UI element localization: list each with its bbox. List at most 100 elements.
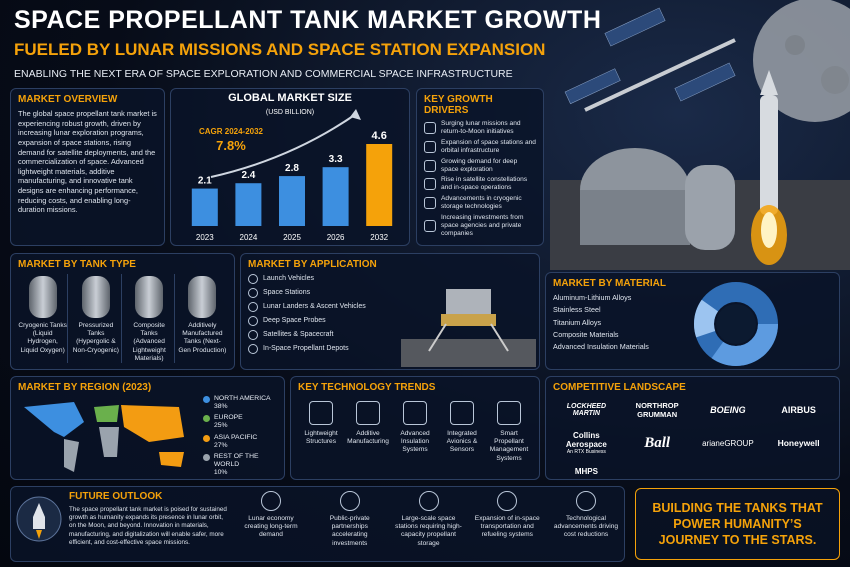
- driver-icon: [424, 178, 436, 191]
- company-note: An RTX Business: [566, 449, 606, 455]
- cagr-value: 7.8%: [216, 138, 246, 153]
- x-tick-label: 2024: [240, 233, 258, 242]
- space-scene: [550, 0, 850, 270]
- logo-grid: LOCKHEED MARTIN NORTHROP GRUMMAN BOEING AIR…: [553, 401, 832, 476]
- company-name: arianeGROUP: [702, 438, 754, 448]
- application-text: Deep Space Probes: [263, 317, 326, 325]
- region-text: NORTH AMERICA 38%: [214, 395, 271, 411]
- world-map: [24, 402, 184, 472]
- bar-chart: GLOBAL MARKET SIZE (USD BILLION) CAGR 20…: [191, 92, 393, 242]
- company-name: Honeywell: [777, 438, 820, 448]
- driver-icon: [424, 140, 436, 153]
- panel-title: KEY GROWTH DRIVERS: [424, 94, 493, 116]
- company-logo: BOEING: [695, 405, 762, 415]
- region-name: EUROPE: [214, 414, 243, 422]
- trend-arrow: [210, 113, 357, 178]
- panel-title: MARKET BY REGION (2023): [18, 382, 152, 393]
- region-item: NORTH AMERICA 38%: [203, 395, 284, 411]
- tank-image: [135, 276, 164, 318]
- tank-item: Pressurized Tanks (Hypergolic & Non-Cryo…: [71, 274, 122, 364]
- value-label: 2.8: [285, 163, 299, 174]
- region-name: NORTH AMERICA: [214, 395, 271, 402]
- outlook-icon: [261, 491, 281, 511]
- region-name: REST OF THE WORLD: [213, 452, 259, 469]
- outlook-text: Technological advancements driving cost …: [553, 515, 619, 539]
- lander-image: [401, 289, 536, 367]
- tech-list: Lightweight Structures Additive Manufactu…: [298, 397, 532, 463]
- drivers-panel: KEY GROWTH DRIVERS Surging lunar mission…: [416, 88, 544, 246]
- region-share: 38%: [214, 403, 228, 411]
- company-name: BOEING: [710, 405, 746, 415]
- region-panel: MARKET BY REGION (2023) NORTH AMERICA 38%…: [10, 376, 285, 480]
- application-icon: [248, 302, 258, 312]
- application-item: Launch Vehicles: [248, 274, 532, 284]
- chart-title: GLOBAL MARKET SIZE: [228, 92, 352, 104]
- region-text: EUROPE 25%: [214, 414, 243, 430]
- competitive-panel: COMPETITIVE LANDSCAPE LOCKHEED MARTIN NOR…: [545, 376, 840, 480]
- tech-icon: [403, 401, 427, 425]
- driver-item: Surging lunar missions and return-to-Moo…: [424, 120, 536, 136]
- panel-title: MARKET BY MATERIAL: [553, 278, 666, 289]
- region-text: REST OF THE WORLD 10%: [214, 453, 284, 477]
- application-list: Launch Vehicles Space Stations Lunar Lande…: [248, 274, 532, 354]
- outlook-icon: [576, 491, 596, 511]
- company-name: NORTHROP GRUMMAN: [635, 401, 679, 419]
- company-name: AIRBUS: [781, 405, 816, 415]
- company-logo: Honeywell: [765, 438, 832, 448]
- region-legend: NORTH AMERICA 38% EUROPE 25% ASIA PACIFIC 27%…: [203, 395, 284, 480]
- material-item: Advanced Insulation Materials: [553, 342, 649, 352]
- panel-title: FUTURE OUTLOOK: [69, 491, 163, 502]
- tank-image: [28, 276, 57, 318]
- material-panel: MARKET BY MATERIAL Aluminum-Lithium Allo…: [545, 272, 840, 370]
- company-name: MHPS: [574, 467, 598, 476]
- application-item: Deep Space Probes: [248, 316, 532, 326]
- tank-label: Composite Tanks (Advanced Lightweight Ma…: [132, 322, 166, 362]
- material-item: Stainless Steel: [553, 305, 601, 315]
- outlook-panel: FUTURE OUTLOOK The space propellant tank…: [10, 486, 625, 562]
- application-text: Lunar Landers & Ascent Vehicles: [263, 303, 366, 311]
- region-text: ASIA PACIFIC 27%: [214, 434, 257, 450]
- tech-item: Smart Propellant Management Systems: [486, 397, 532, 463]
- driver-icon: [424, 159, 436, 172]
- tech-item: Lightweight Structures: [298, 397, 344, 463]
- bar: [235, 183, 262, 226]
- overview-text: The global space propellant tank market …: [18, 109, 157, 215]
- bar: [279, 176, 305, 226]
- tank-label: Additively Manufactured Tanks (Next-Gen …: [178, 322, 227, 354]
- application-icon: [248, 316, 258, 326]
- outlook-text: Public-private partnerships accelerating…: [329, 515, 370, 547]
- region-swatch: [203, 415, 210, 423]
- tech-label: Advanced Insulation Systems: [400, 430, 430, 454]
- application-icon: [248, 330, 258, 340]
- value-label: 4.6: [372, 130, 387, 142]
- tank-type-panel: MARKET BY TANK TYPE Cryogenic Tanks (Liq…: [10, 253, 235, 370]
- bar: [322, 167, 349, 226]
- application-text: Space Stations: [263, 289, 311, 297]
- tech-item: Integrated Avionics & Sensors: [439, 397, 485, 463]
- tech-label: Smart Propellant Management Systems: [489, 430, 529, 462]
- material-item: Composite Materials: [553, 330, 619, 340]
- x-tick-label: 2032: [370, 233, 388, 242]
- tech-icon: [356, 401, 380, 425]
- application-item: Lunar Landers & Ascent Vehicles: [248, 302, 532, 312]
- region-item: ASIA PACIFIC 27%: [203, 434, 284, 450]
- outlook-item: Expansion of in-space transportation and…: [472, 491, 542, 548]
- panel-title: MARKET BY TANK TYPE: [18, 259, 136, 270]
- tech-icon: [450, 401, 474, 425]
- application-text: Launch Vehicles: [263, 275, 314, 283]
- driver-item: Expansion of space stations and orbital …: [424, 139, 536, 155]
- driver-text: Advancements in cryogenic storage techno…: [441, 195, 522, 211]
- tank-item: Additively Manufactured Tanks (Next-Gen …: [178, 274, 227, 363]
- chart-unit: (USD BILLION): [266, 109, 314, 116]
- panel-title: MARKET BY APPLICATION: [248, 259, 377, 270]
- bar: [366, 144, 393, 226]
- tech-label: Integrated Avionics & Sensors: [446, 430, 478, 454]
- region-item: REST OF THE WORLD 10%: [203, 453, 284, 477]
- application-item: In-Space Propellant Depots: [248, 344, 532, 354]
- tech-panel: KEY TECHNOLOGY TRENDS Lightweight Struct…: [290, 376, 540, 480]
- tech-label: Additive Manufacturing: [347, 430, 389, 446]
- arrow-head: [350, 109, 361, 120]
- company-logo: Ball: [624, 435, 691, 452]
- subtitle: FUELED BY LUNAR MISSIONS AND SPACE STATI…: [14, 40, 546, 59]
